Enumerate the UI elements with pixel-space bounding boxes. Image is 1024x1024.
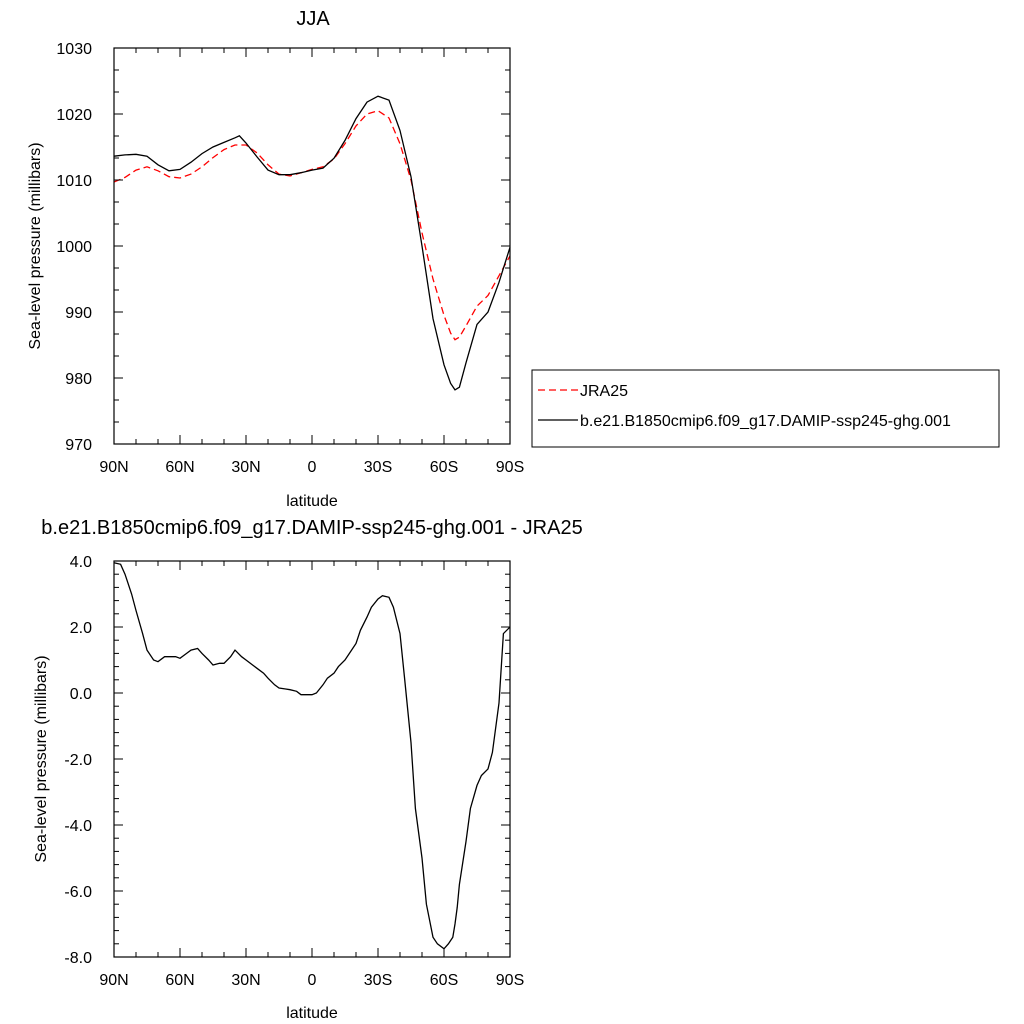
legend-label-jra25: JRA25 [580, 383, 628, 400]
top-chart: JJA 90N 60N 30N 0 30S 60S 90S 970 980 990 1000 1010… [27, 8, 1000, 510]
top-x-axis-title: latitude [286, 493, 338, 510]
top-chart-title: JJA [296, 8, 330, 30]
top-series-layer [113, 95, 511, 391]
bottom-x-axis-title: latitude [286, 1005, 338, 1022]
top-y-tick-label: 1000 [56, 239, 92, 256]
top-x-tick-label: 90S [496, 459, 524, 476]
bottom-ticks-layer: 90N 60N 30N 0 30S 60S 90S 4.0 2.0 0.0 -2.0 -4.0 -6.0… [64, 554, 524, 989]
bottom-x-tick-label: 90N [99, 972, 128, 989]
bottom-y-tick-label: -4.0 [64, 818, 92, 835]
top-y-tick-label: 970 [65, 437, 92, 454]
top-x-tick-label: 30S [364, 459, 392, 476]
bottom-y-tick-label: 2.0 [70, 620, 92, 637]
bottom-y-tick-label: 4.0 [70, 554, 92, 571]
top-series-line-b-e21-b1850cmip6-f09-g17-damip-ssp245-ghg-001 [113, 95, 511, 391]
legend: JRA25 b.e21.B1850cmip6.f09_g17.DAMIP-ssp… [531, 369, 1000, 448]
top-y-axis-title: Sea-level pressure (millibars) [27, 142, 44, 349]
legend-box [531, 369, 1000, 448]
top-ticks-layer: 90N 60N 30N 0 30S 60S 90S 970 980 990 1000 1010 1020… [56, 41, 524, 476]
top-x-tick-label: 0 [308, 459, 317, 476]
top-y-tick-label: 990 [65, 305, 92, 322]
top-x-tick-label: 30N [231, 459, 260, 476]
bottom-plot-frame [113, 560, 511, 958]
bottom-x-tick-label: 60N [165, 972, 194, 989]
bottom-x-tick-label: 90S [496, 972, 524, 989]
bottom-y-tick-label: -2.0 [64, 752, 92, 769]
top-y-tick-label: 980 [65, 371, 92, 388]
top-y-tick-label: 1030 [56, 41, 92, 58]
bottom-y-tick-label: -8.0 [64, 950, 92, 967]
bottom-x-tick-label: 30S [364, 972, 392, 989]
bottom-y-tick-label: 0.0 [70, 686, 92, 703]
bottom-series-line-difference [113, 562, 511, 950]
top-y-tick-label: 1010 [56, 173, 92, 190]
top-x-tick-label: 60N [165, 459, 194, 476]
bottom-chart: b.e21.B1850cmip6.f09_g17.DAMIP-ssp245-gh… [33, 517, 583, 1022]
top-x-tick-label: 60S [430, 459, 458, 476]
top-plot-frame [113, 47, 511, 445]
bottom-chart-title: b.e21.B1850cmip6.f09_g17.DAMIP-ssp245-gh… [41, 517, 582, 539]
bottom-x-tick-label: 60S [430, 972, 458, 989]
bottom-x-tick-label: 30N [231, 972, 260, 989]
bottom-y-tick-label: -6.0 [64, 884, 92, 901]
bottom-x-tick-label: 0 [308, 972, 317, 989]
top-y-tick-label: 1020 [56, 107, 92, 124]
top-series-line-jra25 [113, 109, 511, 341]
legend-label-model: b.e21.B1850cmip6.f09_g17.DAMIP-ssp245-gh… [580, 413, 951, 430]
bottom-series-layer [113, 562, 511, 950]
bottom-y-axis-title: Sea-level pressure (millibars) [33, 655, 50, 862]
top-x-tick-label: 90N [99, 459, 128, 476]
